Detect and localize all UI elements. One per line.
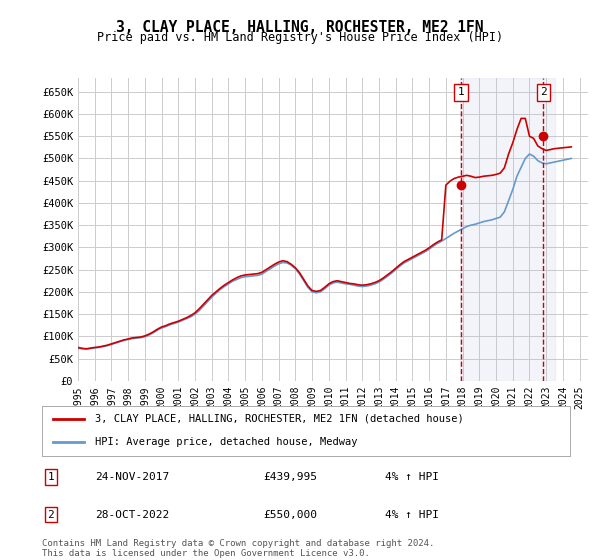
Bar bbox=[460, 78, 555, 381]
Text: 24-NOV-2017: 24-NOV-2017 bbox=[95, 472, 169, 482]
Text: Contains HM Land Registry data © Crown copyright and database right 2024.
This d: Contains HM Land Registry data © Crown c… bbox=[42, 539, 434, 558]
Text: 3, CLAY PLACE, HALLING, ROCHESTER, ME2 1FN: 3, CLAY PLACE, HALLING, ROCHESTER, ME2 1… bbox=[116, 20, 484, 35]
Text: Price paid vs. HM Land Registry's House Price Index (HPI): Price paid vs. HM Land Registry's House … bbox=[97, 31, 503, 44]
Text: 4% ↑ HPI: 4% ↑ HPI bbox=[385, 472, 439, 482]
Text: £439,995: £439,995 bbox=[264, 472, 318, 482]
Text: 2: 2 bbox=[540, 87, 547, 97]
Text: 1: 1 bbox=[47, 472, 54, 482]
Text: £550,000: £550,000 bbox=[264, 510, 318, 520]
Text: 2: 2 bbox=[47, 510, 54, 520]
Text: 1: 1 bbox=[458, 87, 464, 97]
Text: 3, CLAY PLACE, HALLING, ROCHESTER, ME2 1FN (detached house): 3, CLAY PLACE, HALLING, ROCHESTER, ME2 1… bbox=[95, 414, 464, 423]
Text: HPI: Average price, detached house, Medway: HPI: Average price, detached house, Medw… bbox=[95, 437, 358, 447]
Text: 28-OCT-2022: 28-OCT-2022 bbox=[95, 510, 169, 520]
Text: 4% ↑ HPI: 4% ↑ HPI bbox=[385, 510, 439, 520]
